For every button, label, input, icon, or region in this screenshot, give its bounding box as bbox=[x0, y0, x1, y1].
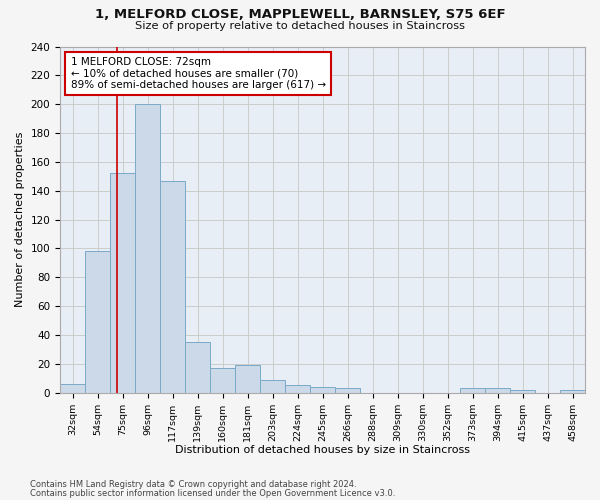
X-axis label: Distribution of detached houses by size in Staincross: Distribution of detached houses by size … bbox=[175, 445, 470, 455]
Bar bbox=[485, 388, 510, 392]
Bar bbox=[310, 387, 335, 392]
Bar bbox=[260, 380, 285, 392]
Bar bbox=[560, 390, 585, 392]
Text: Size of property relative to detached houses in Staincross: Size of property relative to detached ho… bbox=[135, 21, 465, 31]
Bar bbox=[185, 342, 210, 392]
Y-axis label: Number of detached properties: Number of detached properties bbox=[15, 132, 25, 307]
Bar bbox=[60, 384, 85, 392]
Text: Contains public sector information licensed under the Open Government Licence v3: Contains public sector information licen… bbox=[30, 489, 395, 498]
Bar bbox=[235, 365, 260, 392]
Text: Contains HM Land Registry data © Crown copyright and database right 2024.: Contains HM Land Registry data © Crown c… bbox=[30, 480, 356, 489]
Bar bbox=[510, 390, 535, 392]
Text: 1 MELFORD CLOSE: 72sqm
← 10% of detached houses are smaller (70)
89% of semi-det: 1 MELFORD CLOSE: 72sqm ← 10% of detached… bbox=[71, 57, 326, 90]
Bar bbox=[335, 388, 360, 392]
Bar bbox=[135, 104, 160, 393]
Bar bbox=[210, 368, 235, 392]
Bar bbox=[285, 386, 310, 392]
Bar bbox=[85, 252, 110, 392]
Bar bbox=[160, 180, 185, 392]
Bar bbox=[460, 388, 485, 392]
Text: 1, MELFORD CLOSE, MAPPLEWELL, BARNSLEY, S75 6EF: 1, MELFORD CLOSE, MAPPLEWELL, BARNSLEY, … bbox=[95, 8, 505, 20]
Bar bbox=[110, 174, 135, 392]
